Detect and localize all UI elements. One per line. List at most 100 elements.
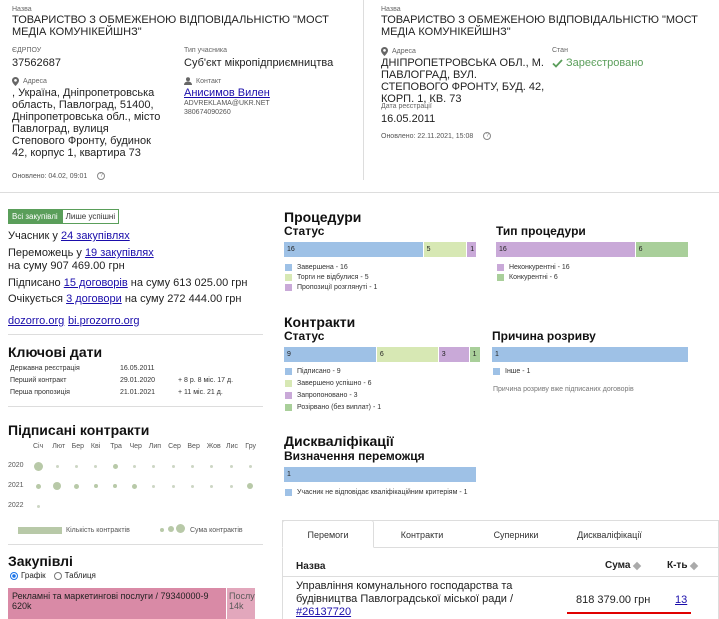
edrpou-label: ЄДРПОУ — [12, 47, 42, 54]
filter-all-button[interactable]: Всі закупівлі — [8, 209, 62, 224]
contract-dot[interactable] — [132, 483, 137, 489]
contract-dot[interactable] — [55, 464, 59, 468]
contract-dot[interactable] — [171, 464, 175, 468]
bar-segment[interactable]: 16 — [496, 242, 636, 257]
bar-segment[interactable]: 9 — [284, 347, 377, 362]
wins-row-name: Управління комунального господарства та … — [296, 580, 514, 618]
contract-status-title: Статус — [284, 329, 325, 343]
disqualification-bar: 1 — [284, 467, 476, 482]
contract-dot[interactable] — [248, 464, 252, 468]
bar-segment[interactable]: 1 — [467, 242, 476, 257]
contract-dot[interactable] — [112, 463, 118, 469]
signed-contracts-title: Підписані контракти — [8, 422, 150, 438]
winner-sum: на суму 907 469.00 грн — [8, 260, 125, 272]
break-reason-note: Причина розриву вже підписаних договорів — [493, 386, 634, 393]
key-date-value: 16.05.2011 — [120, 365, 155, 372]
contract-dot[interactable] — [190, 484, 194, 488]
contract-dot[interactable] — [35, 483, 41, 489]
contract-dot[interactable] — [113, 484, 118, 488]
participant-link[interactable]: 24 закупівлях — [60, 230, 130, 242]
contract-dot[interactable] — [229, 464, 233, 468]
status-label: Стан — [552, 47, 568, 54]
bar-segment[interactable]: 6 — [376, 347, 439, 362]
prozorro-bi-link[interactable]: bi.prozorro.org — [68, 315, 140, 327]
radio-table[interactable] — [53, 571, 62, 580]
legend-label: Розірвано (без виплат) - 1 — [297, 404, 382, 411]
bar-segment[interactable]: 5 — [423, 242, 468, 257]
col-name-header[interactable]: Назва — [296, 561, 326, 572]
bar-segment[interactable]: 3 — [438, 347, 470, 362]
legend-swatch — [497, 264, 504, 271]
tab-contracts[interactable]: Контракти — [400, 530, 444, 540]
treemap-block-small[interactable]: Послуг 14k — [227, 588, 255, 619]
sum-legend-dot-medium — [168, 526, 174, 532]
legend-swatch — [285, 368, 292, 375]
person-icon — [184, 77, 192, 85]
contract-dot[interactable] — [94, 464, 98, 468]
tab-wins-bg — [282, 520, 374, 548]
tab-disqualifications[interactable]: Дискваліфікації — [577, 530, 642, 540]
highlight-underline — [567, 612, 691, 614]
winner-summary: Переможець у 19 закупівлях — [8, 247, 154, 259]
break-reason-bar: 1 — [492, 347, 688, 362]
legend-item: Завершено успішно - 6 — [285, 380, 372, 387]
col-sum-header[interactable]: Сума — [605, 560, 642, 571]
filter-success-button[interactable]: Лише успішні — [61, 209, 120, 224]
year-label: 2020 — [8, 462, 24, 469]
info-icon[interactable]: ? — [483, 132, 492, 140]
legend-swatch — [285, 392, 292, 399]
bar-segment[interactable]: 1 — [284, 467, 476, 482]
contract-dot[interactable] — [133, 464, 136, 468]
procedure-type-bar: 16 6 — [496, 242, 688, 257]
contract-dot[interactable] — [74, 483, 80, 489]
registry-company-name: ТОВАРИСТВО З ОБМЕЖЕНОЮ ВІДПОВІДАЛЬНІСТЮ … — [381, 14, 698, 38]
bar-segment[interactable]: 16 — [284, 242, 424, 257]
contract-dot[interactable] — [190, 464, 194, 468]
registry-address-value: ДНІПРОПЕТРОВСЬКА ОБЛ., М. ПАВЛОГРАД, ВУЛ… — [381, 57, 545, 105]
winner-link[interactable]: 19 закупівлях — [84, 247, 154, 259]
buyer-id-link[interactable]: #26137720 — [296, 606, 352, 618]
contract-dot[interactable] — [93, 484, 98, 488]
radio-graph[interactable] — [10, 571, 18, 580]
contract-dot[interactable] — [75, 464, 79, 468]
expected-link[interactable]: 3 договори — [66, 293, 122, 305]
tab-wins[interactable]: Перемоги — [307, 530, 349, 540]
legend-swatch — [285, 404, 292, 411]
bar-segment[interactable]: 1 — [469, 347, 480, 362]
contract-dot[interactable] — [36, 504, 40, 508]
registration-date-value: 16.05.2011 — [381, 113, 436, 125]
edrpou-value: 37562687 — [12, 57, 61, 69]
contact-name-link[interactable]: Анисимов Вилен — [184, 87, 270, 99]
treemap-block-main[interactable]: Рекламні та маркетингові послуги / 79340… — [8, 588, 226, 619]
contract-dot[interactable] — [152, 484, 156, 488]
dozorro-link[interactable]: dozorro.org — [8, 315, 65, 327]
contract-dot[interactable] — [210, 484, 214, 488]
contract-dot[interactable] — [229, 484, 233, 488]
contract-dot[interactable] — [247, 483, 254, 489]
month-label: Січ — [33, 443, 44, 450]
contract-dot[interactable] — [53, 482, 62, 490]
tab-rivals[interactable]: Суперники — [493, 530, 539, 540]
col-count-header[interactable]: К-ть — [667, 560, 699, 571]
procedure-type-title: Тип процедури — [496, 224, 586, 238]
contract-dot[interactable] — [210, 464, 214, 468]
signed-link[interactable]: 15 договорів — [63, 277, 128, 289]
bar-segment[interactable]: 1 — [492, 347, 688, 362]
contract-dot[interactable] — [33, 461, 43, 471]
sort-icon[interactable] — [690, 561, 699, 570]
key-date-delta: + 8 р. 8 міс. 17 д. — [178, 377, 234, 384]
info-icon[interactable]: ? — [97, 172, 106, 180]
legend-label: Конкурентні - 6 — [509, 274, 558, 281]
month-label: Гру — [245, 443, 257, 450]
procedures-title: Процедури — [284, 209, 362, 225]
contract-dot[interactable] — [152, 464, 156, 468]
bar-segment[interactable]: 6 — [635, 242, 688, 257]
key-date-label: Перший контракт — [10, 377, 67, 384]
signed-summary: Підписано 15 договорів на суму 613 025.0… — [8, 277, 248, 289]
month-label: Жов — [206, 443, 221, 450]
sort-icon[interactable] — [633, 561, 642, 570]
contact-phone: 380674090260 — [184, 109, 231, 116]
legend-swatch — [497, 274, 504, 281]
contract-dot[interactable] — [171, 484, 175, 488]
wins-row-count-link[interactable]: 13 — [675, 594, 688, 606]
